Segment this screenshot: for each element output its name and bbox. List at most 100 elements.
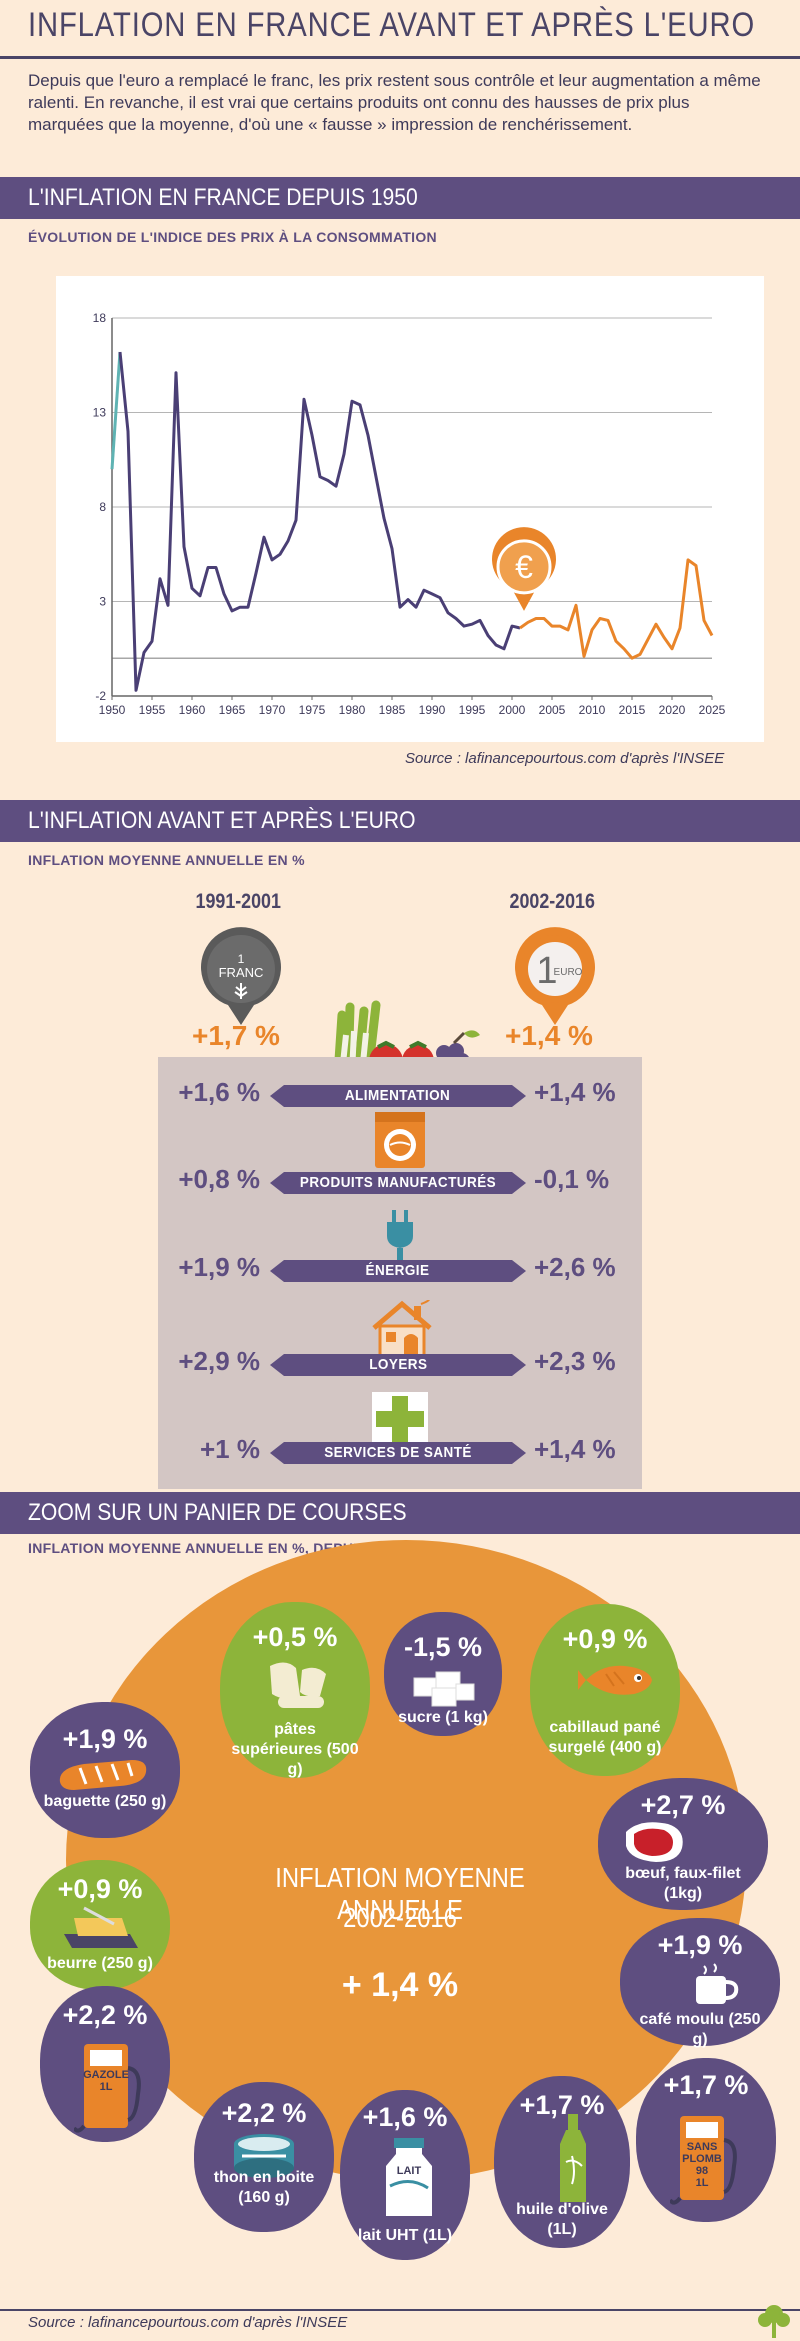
category-value-before: +0,8 % xyxy=(178,1164,260,1194)
series-line xyxy=(519,558,714,660)
basket-item-bubble: +0,5 % pâtes supérieures (500 g) xyxy=(220,1602,370,1778)
era-left-label: 1991-2001 xyxy=(195,890,281,913)
basket-item-label: lait UHT (1L) xyxy=(357,2227,453,2244)
basket-item-pct: +1,9 % xyxy=(657,1930,743,1960)
franc-coin-icon: 1 FRANC xyxy=(201,927,281,1025)
basket-center-title: INFLATION MOYENNE ANNUELLE xyxy=(275,1862,525,1925)
footer-source: Source : lafinancepourtous.com d'après l… xyxy=(28,2314,348,2331)
euro-marker-disc xyxy=(496,539,552,595)
chart-source: Source : lafinancepourtous.com d'après l… xyxy=(405,750,725,767)
basket-item-pct: +2,7 % xyxy=(640,1790,726,1820)
x-tick-label: 1970 xyxy=(259,703,286,717)
y-tick-label: 8 xyxy=(99,500,106,514)
basket-item-bubble: -1,5 % sucre (1 kg) xyxy=(384,1612,502,1736)
euro-coin-icon: 1 EURO xyxy=(515,927,595,1025)
category-value-after: -0,1 % xyxy=(534,1164,610,1194)
basket-item-pct: +1,7 % xyxy=(663,2070,749,2100)
pasta-icon xyxy=(270,1662,326,1708)
category-label: SERVICES DE SANTÉ xyxy=(324,1444,472,1461)
y-tick-label: 18 xyxy=(93,311,107,325)
basket-item-label: huile d'olive (1L) xyxy=(516,2201,608,2238)
chart-panel: -2 3 8 13 18 1950 1955 1960 1965 1970 1975 1980 1985… xyxy=(56,276,764,742)
footer-divider xyxy=(0,2309,800,2311)
basket-item-pct: +2,2 % xyxy=(221,2098,307,2128)
fish-icon xyxy=(578,1665,652,1695)
category-label: ÉNERGIE xyxy=(366,1262,430,1279)
basket-item-label: cabillaud pané surgelé (400 g) xyxy=(548,1719,662,1756)
category-label: ALIMENTATION xyxy=(345,1087,451,1104)
basket-item-bubble: GAZOLE 1L +2,2 % xyxy=(40,1986,170,2142)
y-tick-label: 3 xyxy=(99,595,106,609)
era-right-label: 2002-2016 xyxy=(509,890,595,913)
svg-text:EURO: EURO xyxy=(554,967,583,978)
series-line xyxy=(118,351,521,692)
section-band-basket: ZOOM SUR UN PANIER DE COURSES xyxy=(0,1492,800,1534)
x-tick-label: 1965 xyxy=(219,703,246,717)
category-value-before: +1,9 % xyxy=(178,1252,260,1282)
category-label: PRODUITS MANUFACTURÉS xyxy=(299,1174,497,1191)
basket-item-pct: +2,2 % xyxy=(62,2000,148,2030)
coffee-icon xyxy=(696,1963,739,2004)
category-ribbon: LOYERS xyxy=(270,1354,526,1376)
basket-item-label: thon en boite (160 g) xyxy=(213,2169,315,2206)
series-line xyxy=(110,351,122,470)
x-tick-label: 2015 xyxy=(619,703,646,717)
basket-item-bubble: +2,2 % thon en boite (160 g) xyxy=(194,2082,334,2232)
beef-icon xyxy=(626,1822,683,1862)
basket-item-pct: +1,6 % xyxy=(362,2102,448,2132)
tuna-can-icon xyxy=(234,2134,294,2178)
x-tick-label: 1955 xyxy=(139,703,166,717)
icon-label-text: GAZOLE 1L xyxy=(83,2069,129,2093)
section-band-1950: L'INFLATION EN FRANCE DEPUIS 1950 xyxy=(0,177,800,219)
euro-symbol-label: € xyxy=(515,549,533,585)
title-divider xyxy=(0,56,800,59)
basket-item-pct: +1,9 % xyxy=(62,1724,148,1754)
x-tick-label: 2005 xyxy=(539,703,566,717)
basket-item-pct: +0,9 % xyxy=(562,1624,648,1654)
tree-logo-icon xyxy=(758,2305,790,2338)
category-value-before: +1 % xyxy=(200,1434,260,1464)
basket-item-bubble: +0,9 % cabillaud pané surgelé (400 g) xyxy=(530,1604,680,1776)
category-value-after: +1,4 % xyxy=(534,1077,616,1107)
category-ribbon: ÉNERGIE xyxy=(270,1260,526,1282)
basket-item-pct: +1,7 % xyxy=(519,2090,605,2120)
basket-item-label: beurre (250 g) xyxy=(47,1955,153,1972)
basket-item-label: sucre (1 kg) xyxy=(398,1709,488,1726)
category-ribbon: PRODUITS MANUFACTURÉS xyxy=(270,1172,526,1194)
basket-item-pct: +0,5 % xyxy=(252,1622,338,1652)
y-tick-label: -2 xyxy=(95,689,106,703)
cpi-line-chart: -2 3 8 13 18 1950 1955 1960 1965 1970 1975 1980 1985… xyxy=(93,311,726,717)
basket-item-label: café moulu (250 g) xyxy=(639,2011,761,2048)
euro-subtitle: INFLATION MOYENNE ANNUELLE EN % xyxy=(28,852,305,868)
washing-machine-icon xyxy=(375,1112,425,1168)
x-tick-label: 1985 xyxy=(379,703,406,717)
page-title: INFLATION EN FRANCE AVANT ET APRÈS L'EUR… xyxy=(28,6,756,44)
svg-text:FRANC: FRANC xyxy=(219,965,264,980)
basket-item-bubble: LAIT +1,6 % lait UHT (1L) xyxy=(340,2090,470,2260)
basket-average-value: + 1,4 % xyxy=(341,1966,459,2004)
category-label: LOYERS xyxy=(368,1356,428,1373)
x-tick-label: 2020 xyxy=(659,703,686,717)
milk-icon: LAIT xyxy=(386,2138,432,2216)
basket-center-period: 2002-2016 xyxy=(343,1902,457,1933)
icon-label-text: SANS PLOMB 98 1L xyxy=(682,2141,722,2189)
x-tick-label: 2025 xyxy=(699,703,726,717)
section-band-euro: L'INFLATION AVANT ET APRÈS L'EURO xyxy=(0,800,800,842)
basket-item-pct: +0,9 % xyxy=(57,1874,143,1904)
basket-item-bubble: +1,7 % huile d'olive (1L) xyxy=(494,2076,630,2248)
plug-icon xyxy=(387,1210,413,1260)
x-tick-label: 1995 xyxy=(459,703,486,717)
basket-item-bubble: SANS PLOMB 98 1L +1,7 % xyxy=(636,2058,776,2222)
basket-item-bubble: +0,9 % beurre (250 g) xyxy=(30,1860,170,1990)
category-value-before: +1,6 % xyxy=(178,1077,260,1107)
house-icon xyxy=(372,1300,432,1358)
basket-item-label: pâtes supérieures (500 g) xyxy=(231,1721,359,1778)
y-tick-label: 13 xyxy=(93,406,107,420)
x-tick-label: 1990 xyxy=(419,703,446,717)
icon-label-text: LAIT xyxy=(397,2165,422,2177)
sugar-icon xyxy=(413,1671,475,1707)
x-tick-label: 1975 xyxy=(299,703,326,717)
baguette-icon xyxy=(59,1760,147,1790)
svg-text:1: 1 xyxy=(536,950,557,992)
x-tick-label: 2010 xyxy=(579,703,606,717)
